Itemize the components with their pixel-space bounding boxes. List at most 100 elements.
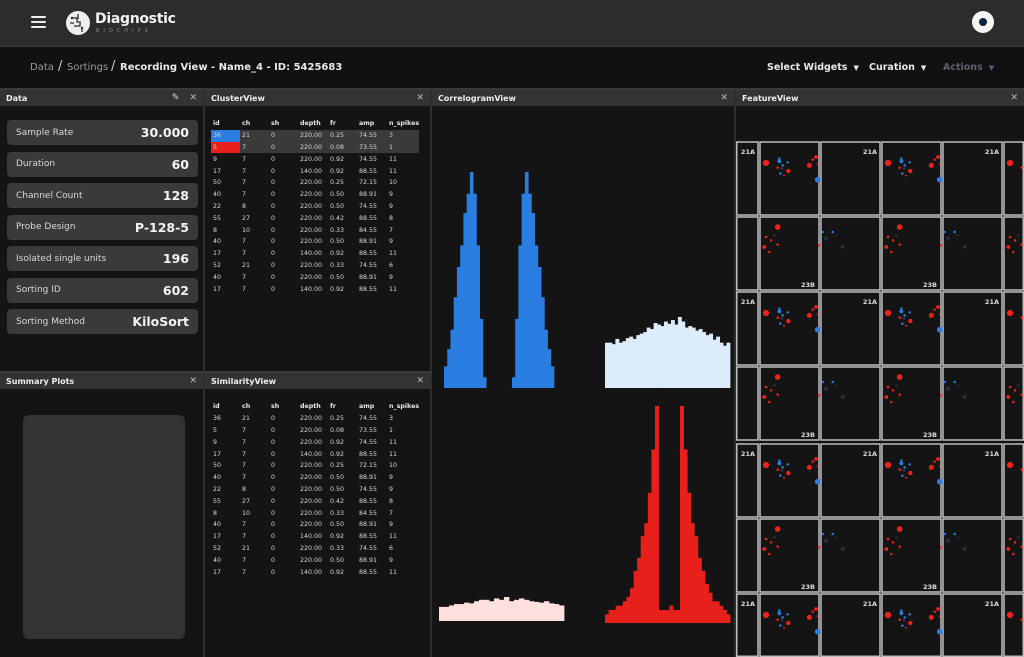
histogram-bar [466,193,471,388]
column-header-n_spikes[interactable]: n_spikes [389,403,420,411]
column-header-fr[interactable]: fr [330,403,336,411]
cell-sh: 0 [271,202,276,210]
cell-ch: 10 [242,509,251,517]
table-row[interactable]: 50 7 0 220.00 0.25 72.15 10 [211,177,419,189]
feature-cell-group[interactable] [1003,443,1024,593]
table-row[interactable]: 36 21 0 220.00 0.25 74.55 3 [211,129,420,142]
correlogram-cross-ba[interactable] [439,597,565,621]
cell-ch: 8 [242,202,247,210]
feature-cell-group[interactable]: 21A 23B [759,291,881,441]
histogram-bar [622,341,627,388]
table-row[interactable]: 22 8 0 220.00 0.50 74.55 9 [211,484,419,496]
column-header-sh[interactable]: sh [271,403,280,411]
feature-cell [1003,593,1024,657]
feature-cell-group[interactable] [1003,141,1024,291]
column-header-depth[interactable]: depth [300,120,321,128]
histogram-bar [539,602,545,621]
select-widgets-dropdown[interactable]: Select Widgets ▼ [767,62,859,73]
column-header-ch[interactable]: ch [242,120,251,128]
table-row[interactable]: 9 7 0 220.00 0.92 74.55 11 [211,436,419,448]
theme-toggle-button[interactable] [972,11,994,33]
column-header-id[interactable]: id [213,403,220,411]
table-row[interactable]: 40 7 0 220.00 0.50 88.91 9 [211,271,419,283]
table-row[interactable]: 5 7 0 220.00 0.08 73.55 1 [211,425,419,437]
column-header-ch[interactable]: ch [242,403,251,411]
column-header-fr[interactable]: fr [330,120,336,128]
feature-cell-group[interactable]: 21A 23B [881,291,1003,441]
feature-point [891,389,895,392]
feature-cell-group[interactable]: 21A [759,593,881,657]
feature-cell-group[interactable]: 21A 23B [881,443,1003,593]
close-icon[interactable]: ✕ [1010,93,1018,103]
table-row[interactable]: 40 7 0 220.00 0.50 88.91 9 [211,554,419,566]
field-label: Sorting ID [16,285,61,295]
table-row[interactable]: 55 27 0 220.00 0.42 88.55 8 [211,495,419,507]
breadcrumb-data[interactable]: Data [30,62,54,73]
column-header-id[interactable]: id [213,120,220,128]
cell-depth: 220.00 [300,544,323,552]
close-icon[interactable]: ✕ [416,93,424,103]
close-icon[interactable]: ✕ [189,376,197,386]
cell-id: 8 [213,509,218,517]
feature-cell-group[interactable] [1003,593,1024,657]
edit-icon[interactable]: ✎ [171,93,180,103]
table-row[interactable]: 40 7 0 220.00 0.50 88.91 9 [211,519,419,531]
feature-cell-group[interactable]: 21A 23B [759,141,881,291]
table-row[interactable]: 17 7 0 140.00 0.92 88.55 11 [211,448,419,460]
histogram-bar [615,338,620,388]
column-header-amp[interactable]: amp [359,120,375,128]
feature-point [943,380,946,384]
table-row[interactable]: 50 7 0 220.00 0.25 72.15 10 [211,460,419,472]
feature-point [769,239,773,242]
table-row[interactable]: 52 21 0 220.00 0.33 74.55 6 [211,543,419,555]
close-icon[interactable]: ✕ [720,93,728,103]
feature-cell-group[interactable]: 21A 23B [759,443,881,593]
column-header-n_spikes[interactable]: n_spikes [389,120,420,128]
table-row[interactable]: 8 10 0 220.00 0.33 84.55 7 [211,507,419,519]
feature-cell-group[interactable]: 21A [736,291,759,441]
table-row[interactable]: 22 8 0 220.00 0.50 74.55 9 [211,201,419,213]
feature-cell-group[interactable]: 21A [736,593,759,657]
feature-cell-group[interactable]: 21A [736,141,759,291]
correlogram-cross-ab[interactable] [605,317,731,388]
feature-cell-group[interactable] [1003,291,1024,441]
histogram-bar [499,599,505,621]
close-icon[interactable]: ✕ [189,93,197,103]
table-row[interactable]: 40 7 0 220.00 0.50 88.91 9 [211,236,419,248]
table-row[interactable]: 17 7 0 140.00 0.92 88.55 11 [211,248,419,260]
table-row[interactable]: 17 7 0 140.00 0.92 88.55 11 [211,283,419,295]
table-row[interactable]: 5 7 0 220.00 0.08 73.55 1 [211,141,420,154]
table-row[interactable]: 17 7 0 140.00 0.92 88.55 11 [211,566,419,578]
feature-cell-group[interactable]: 21A [881,593,1003,657]
feature-cell-group[interactable]: 21A 23B [881,141,1003,291]
correlogram-auto-a[interactable] [444,172,555,388]
feature-point [901,322,904,325]
correlogram-auto-b[interactable] [605,406,731,623]
table-row[interactable]: 8 10 0 220.00 0.33 84.55 7 [211,224,419,236]
table-row[interactable]: 9 7 0 220.00 0.92 74.55 11 [211,153,419,165]
breadcrumb-sortings[interactable]: Sortings [67,62,109,73]
table-row[interactable]: 52 21 0 220.00 0.33 74.55 6 [211,260,419,272]
table-row[interactable]: 40 7 0 220.00 0.50 88.91 9 [211,189,419,201]
feature-point [768,552,771,556]
cell-ch: 21 [240,129,269,142]
hamburger-menu-button[interactable] [31,16,46,28]
cell-depth: 220.00 [298,129,328,142]
curation-dropdown[interactable]: Curation ▼ [869,62,926,73]
table-row[interactable]: 36 21 0 220.00 0.25 74.55 3 [211,413,419,425]
histogram-bar [712,339,717,388]
cell-fr: 0.92 [330,533,345,541]
column-header-sh[interactable]: sh [271,120,280,128]
column-header-depth[interactable]: depth [300,403,321,411]
table-row[interactable]: 40 7 0 220.00 0.50 88.91 9 [211,472,419,484]
column-header-amp[interactable]: amp [359,403,375,411]
feature-cell-group[interactable]: 21A [736,443,759,593]
histogram-bar [615,605,620,623]
table-row[interactable]: 17 7 0 140.00 0.92 88.55 11 [211,531,419,543]
actions-dropdown[interactable]: Actions ▼ [943,62,994,73]
cell-fr: 0.92 [330,438,345,446]
cell-depth: 220.00 [300,238,323,246]
table-row[interactable]: 55 27 0 220.00 0.42 88.55 8 [211,212,419,224]
close-icon[interactable]: ✕ [416,376,424,386]
table-row[interactable]: 17 7 0 140.00 0.92 88.55 11 [211,165,419,177]
